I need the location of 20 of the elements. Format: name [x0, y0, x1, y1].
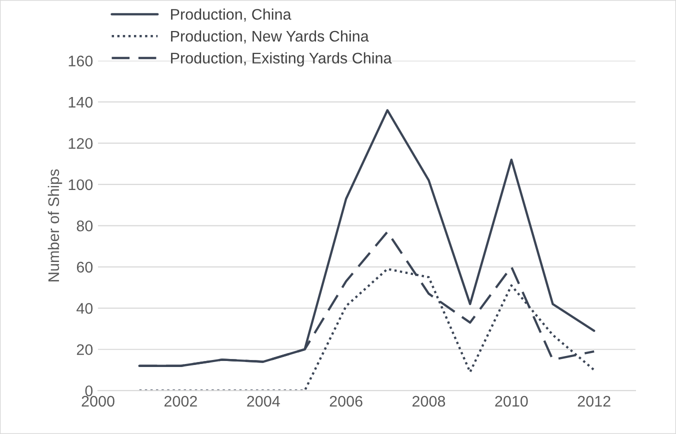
- x-tick-label: 2012: [578, 396, 610, 407]
- x-tick-label: 2004: [247, 396, 280, 407]
- y-tick-label: 60: [76, 262, 93, 273]
- y-tick-label: 40: [76, 303, 93, 314]
- x-tick-label: 2010: [495, 396, 528, 407]
- legend-label: Production, China: [171, 8, 292, 22]
- x-tick-label: 2006: [330, 396, 362, 407]
- x-tick-label: 2000: [82, 396, 114, 407]
- x-tick-label: 2008: [412, 396, 446, 407]
- y-tick-label: 120: [68, 138, 93, 149]
- y-tick-label: 140: [68, 96, 93, 108]
- legend-label: Production, New Yards China: [171, 30, 369, 44]
- y-axis-title: Number of Ships: [48, 169, 62, 282]
- y-tick-label: 100: [68, 179, 93, 190]
- y-tick-label: 80: [76, 220, 93, 232]
- y-tick-label: 20: [76, 344, 93, 356]
- x-tick-label: 2002: [164, 396, 197, 407]
- y-tick-label: 0: [85, 385, 93, 396]
- y-tick-label: 160: [68, 56, 93, 66]
- legend-label: Production, Existing Yards China: [171, 52, 392, 67]
